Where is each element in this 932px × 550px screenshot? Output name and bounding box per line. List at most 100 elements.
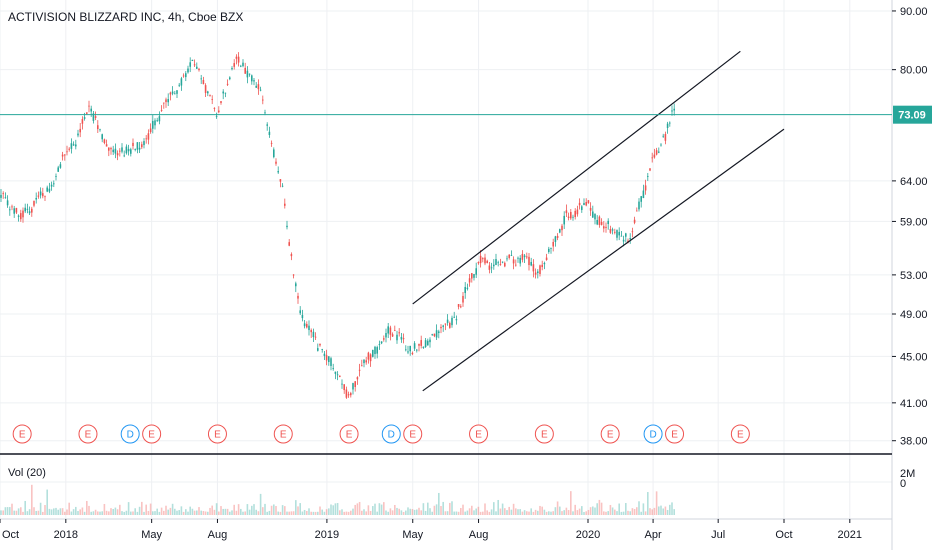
trendline-upper[interactable] [412,50,741,305]
earnings-marker[interactable]: E [142,424,162,444]
candle-body [336,374,339,376]
event-letter: D [388,430,395,441]
volume-bar [204,511,207,515]
candle-body [603,226,605,229]
event-circle [665,424,685,444]
candle-body [438,331,440,333]
dividend-marker[interactable]: D [120,424,140,444]
candle-body [213,107,216,109]
price-tick-label: 64.00 [900,176,928,188]
volume-bar [433,505,436,515]
volume-bar [325,509,328,515]
time-axis[interactable]: Oct 2018 May Aug 2019 May Aug 2020 Apr Jul Oct 2021 [0,519,862,541]
volume-bar [264,503,266,515]
candle-body [174,93,176,95]
earnings-marker[interactable]: E [665,424,685,444]
volume-bar [350,510,352,515]
candle-body [127,148,130,152]
volume-bar [662,508,664,515]
volume-title: Vol (20) [8,467,46,479]
trendline-lower[interactable] [422,128,785,392]
volume-bar [583,511,585,515]
earnings-marker[interactable]: E [469,424,489,444]
time-tick-label: May [402,529,423,541]
volume-bar [468,508,471,515]
candle-body [268,131,271,135]
candle-body [231,68,233,70]
candle-body [484,257,486,264]
volume-bar [629,511,631,515]
candle-body [343,384,345,391]
candle-body [354,381,356,387]
volume-bar [24,500,26,515]
candle-body [416,349,418,351]
dividend-marker[interactable]: D [643,424,663,444]
candle-body [605,226,607,228]
candle-body [334,371,337,374]
earnings-marker[interactable]: E [730,424,750,444]
candle-body [556,235,559,238]
candle-body [4,197,7,199]
earnings-marker[interactable]: E [339,424,359,444]
candle-body [380,341,383,344]
candle-body [77,133,79,136]
volume-bar [86,500,88,515]
volume-bar [473,510,475,515]
candle-body [149,128,152,133]
candle-body [391,334,394,337]
candle-body [112,149,114,153]
time-tick-label: 2019 [315,529,339,541]
candle-body [171,91,174,94]
candle-body [629,238,631,240]
earnings-marker[interactable]: E [207,424,227,444]
earnings-marker[interactable]: E [534,424,554,444]
candle-body [609,228,612,233]
event-letter: E [541,430,548,441]
time-tick-label: Apr [645,529,662,541]
volume-bar [185,509,187,515]
volume-bar [369,510,372,515]
candle-body [504,262,506,267]
candle-body [576,209,579,215]
volume-bar [64,511,66,515]
volume-bar [567,510,570,515]
candle-body [321,349,323,350]
candle-body [147,133,150,140]
volume-bar [180,506,183,515]
candle-body [442,325,444,327]
volume-bar [400,510,403,515]
candle-body [169,92,172,95]
candle-body [9,209,11,211]
event-circle [469,424,489,444]
volume-bar [462,504,464,515]
dividend-marker[interactable]: D [381,424,401,444]
candle-body [262,99,264,101]
volume-bar [625,503,627,515]
candle-body [607,220,609,225]
earnings-marker[interactable]: E [403,424,423,444]
earnings-marker[interactable]: E [600,424,620,444]
volume-bar [110,508,112,515]
volume-bar [627,510,629,515]
earnings-marker[interactable]: E [12,424,32,444]
price-axis[interactable]: 90.00 80.00 64.00 59.00 53.00 49.00 45.00 41.00… [892,6,928,448]
candle-body [244,67,246,74]
volume-bar [640,511,642,515]
candle-body [229,77,231,80]
candle-body [570,212,572,219]
volume-bar [517,509,519,515]
earnings-marker[interactable]: E [273,424,293,444]
volume-bar [273,504,275,515]
volume-bar [618,503,620,515]
volume-bar [121,511,123,515]
candle-body [328,356,330,363]
candle-body [455,319,458,321]
candle-body [136,142,139,150]
earnings-marker[interactable]: E [78,424,98,444]
volume-bar [341,509,343,515]
volume-bar [240,508,242,515]
volume-bar [55,507,57,515]
volume-bar [39,502,42,515]
volume-bar [257,511,260,515]
